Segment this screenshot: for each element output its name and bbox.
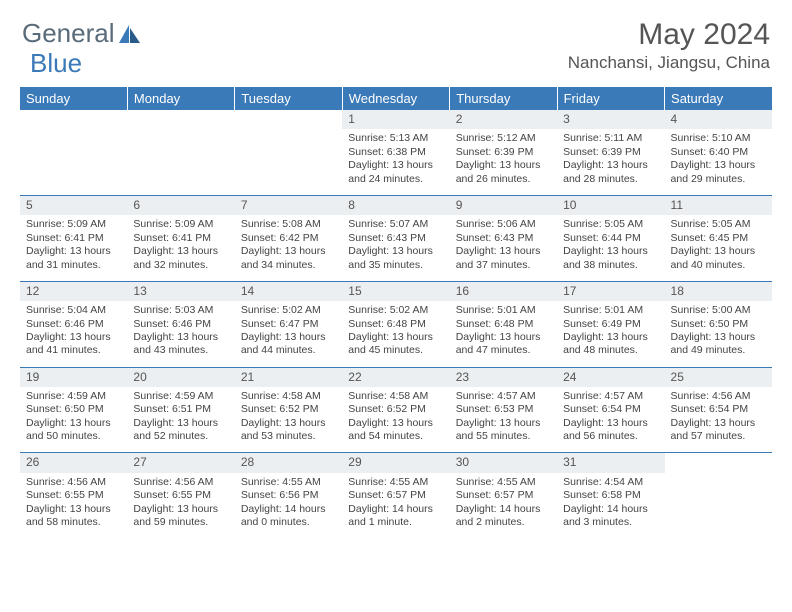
day-number-cell: 30 [450,453,557,473]
day-content-cell: Sunrise: 5:11 AMSunset: 6:39 PMDaylight:… [557,129,664,195]
sail-icon [119,21,141,41]
month-title: May 2024 [568,18,770,52]
day-content-cell: Sunrise: 5:12 AMSunset: 6:39 PMDaylight:… [450,129,557,195]
day-number-cell: 11 [665,195,772,215]
day-number-row: 12131415161718 [20,281,772,301]
day-number-cell: 13 [127,281,234,301]
day-content-cell: Sunrise: 5:01 AMSunset: 6:48 PMDaylight:… [450,301,557,367]
day-number-cell [20,110,127,129]
day-content-row: Sunrise: 5:13 AMSunset: 6:38 PMDaylight:… [20,129,772,195]
day-content-cell [127,129,234,195]
day-number-cell: 17 [557,281,664,301]
weekday-header: Wednesday [342,87,449,110]
day-content-cell: Sunrise: 4:59 AMSunset: 6:50 PMDaylight:… [20,387,127,453]
weekday-header: Thursday [450,87,557,110]
day-content-cell: Sunrise: 5:07 AMSunset: 6:43 PMDaylight:… [342,215,449,281]
weekday-header: Friday [557,87,664,110]
day-number-cell: 4 [665,110,772,129]
day-content-cell: Sunrise: 4:55 AMSunset: 6:56 PMDaylight:… [235,473,342,539]
header: General May 2024 Nanchansi, Jiangsu, Chi… [0,0,792,81]
logo-text-1: General [22,18,115,49]
day-content-cell: Sunrise: 5:05 AMSunset: 6:45 PMDaylight:… [665,215,772,281]
day-content-cell: Sunrise: 4:55 AMSunset: 6:57 PMDaylight:… [342,473,449,539]
day-content-cell [235,129,342,195]
day-content-cell: Sunrise: 4:58 AMSunset: 6:52 PMDaylight:… [342,387,449,453]
day-number-cell: 10 [557,195,664,215]
day-number-cell: 7 [235,195,342,215]
day-number-cell: 9 [450,195,557,215]
day-content-cell: Sunrise: 5:13 AMSunset: 6:38 PMDaylight:… [342,129,449,195]
day-content-cell: Sunrise: 4:57 AMSunset: 6:54 PMDaylight:… [557,387,664,453]
day-number-cell: 6 [127,195,234,215]
day-number-cell: 27 [127,453,234,473]
day-number-cell: 15 [342,281,449,301]
day-content-cell: Sunrise: 5:08 AMSunset: 6:42 PMDaylight:… [235,215,342,281]
weekday-header-row: SundayMondayTuesdayWednesdayThursdayFrid… [20,87,772,110]
day-content-cell: Sunrise: 4:56 AMSunset: 6:55 PMDaylight:… [20,473,127,539]
logo-line2: Blue [30,48,82,79]
day-content-row: Sunrise: 4:56 AMSunset: 6:55 PMDaylight:… [20,473,772,539]
day-content-row: Sunrise: 5:04 AMSunset: 6:46 PMDaylight:… [20,301,772,367]
day-content-cell: Sunrise: 5:02 AMSunset: 6:47 PMDaylight:… [235,301,342,367]
day-number-row: 567891011 [20,195,772,215]
day-number-cell: 29 [342,453,449,473]
day-content-cell [20,129,127,195]
day-number-cell: 14 [235,281,342,301]
day-number-cell: 2 [450,110,557,129]
day-content-cell [665,473,772,539]
day-number-cell [665,453,772,473]
weekday-header: Tuesday [235,87,342,110]
weekday-header: Monday [127,87,234,110]
day-number-cell [235,110,342,129]
title-block: May 2024 Nanchansi, Jiangsu, China [568,18,770,73]
day-content-cell: Sunrise: 4:56 AMSunset: 6:54 PMDaylight:… [665,387,772,453]
logo-text-2: Blue [30,48,82,79]
day-content-cell: Sunrise: 4:55 AMSunset: 6:57 PMDaylight:… [450,473,557,539]
weekday-header: Saturday [665,87,772,110]
day-number-cell: 18 [665,281,772,301]
day-number-cell: 3 [557,110,664,129]
day-number-cell: 8 [342,195,449,215]
weekday-header: Sunday [20,87,127,110]
day-content-cell: Sunrise: 4:59 AMSunset: 6:51 PMDaylight:… [127,387,234,453]
day-content-cell: Sunrise: 5:05 AMSunset: 6:44 PMDaylight:… [557,215,664,281]
day-number-cell: 20 [127,367,234,387]
day-content-cell: Sunrise: 5:09 AMSunset: 6:41 PMDaylight:… [127,215,234,281]
day-content-cell: Sunrise: 5:09 AMSunset: 6:41 PMDaylight:… [20,215,127,281]
day-content-cell: Sunrise: 5:01 AMSunset: 6:49 PMDaylight:… [557,301,664,367]
day-content-cell: Sunrise: 5:03 AMSunset: 6:46 PMDaylight:… [127,301,234,367]
day-content-cell: Sunrise: 4:57 AMSunset: 6:53 PMDaylight:… [450,387,557,453]
day-content-cell: Sunrise: 4:56 AMSunset: 6:55 PMDaylight:… [127,473,234,539]
day-content-cell: Sunrise: 5:00 AMSunset: 6:50 PMDaylight:… [665,301,772,367]
day-content-cell: Sunrise: 4:54 AMSunset: 6:58 PMDaylight:… [557,473,664,539]
calendar-table: SundayMondayTuesdayWednesdayThursdayFrid… [20,87,772,539]
day-number-cell: 1 [342,110,449,129]
day-number-cell: 24 [557,367,664,387]
calendar-body: 1234Sunrise: 5:13 AMSunset: 6:38 PMDayli… [20,110,772,539]
day-number-cell: 23 [450,367,557,387]
day-content-row: Sunrise: 5:09 AMSunset: 6:41 PMDaylight:… [20,215,772,281]
day-content-cell: Sunrise: 5:10 AMSunset: 6:40 PMDaylight:… [665,129,772,195]
day-number-cell: 28 [235,453,342,473]
day-number-cell: 16 [450,281,557,301]
day-number-cell: 19 [20,367,127,387]
day-number-cell: 12 [20,281,127,301]
day-number-cell: 21 [235,367,342,387]
logo: General [22,18,143,49]
day-number-cell: 26 [20,453,127,473]
day-number-row: 19202122232425 [20,367,772,387]
day-number-cell: 25 [665,367,772,387]
day-content-cell: Sunrise: 5:04 AMSunset: 6:46 PMDaylight:… [20,301,127,367]
day-content-cell: Sunrise: 4:58 AMSunset: 6:52 PMDaylight:… [235,387,342,453]
location: Nanchansi, Jiangsu, China [568,53,770,73]
day-number-cell: 31 [557,453,664,473]
day-content-row: Sunrise: 4:59 AMSunset: 6:50 PMDaylight:… [20,387,772,453]
day-number-cell: 5 [20,195,127,215]
day-number-row: 1234 [20,110,772,129]
day-number-row: 262728293031 [20,453,772,473]
day-number-cell [127,110,234,129]
day-number-cell: 22 [342,367,449,387]
day-content-cell: Sunrise: 5:02 AMSunset: 6:48 PMDaylight:… [342,301,449,367]
day-content-cell: Sunrise: 5:06 AMSunset: 6:43 PMDaylight:… [450,215,557,281]
